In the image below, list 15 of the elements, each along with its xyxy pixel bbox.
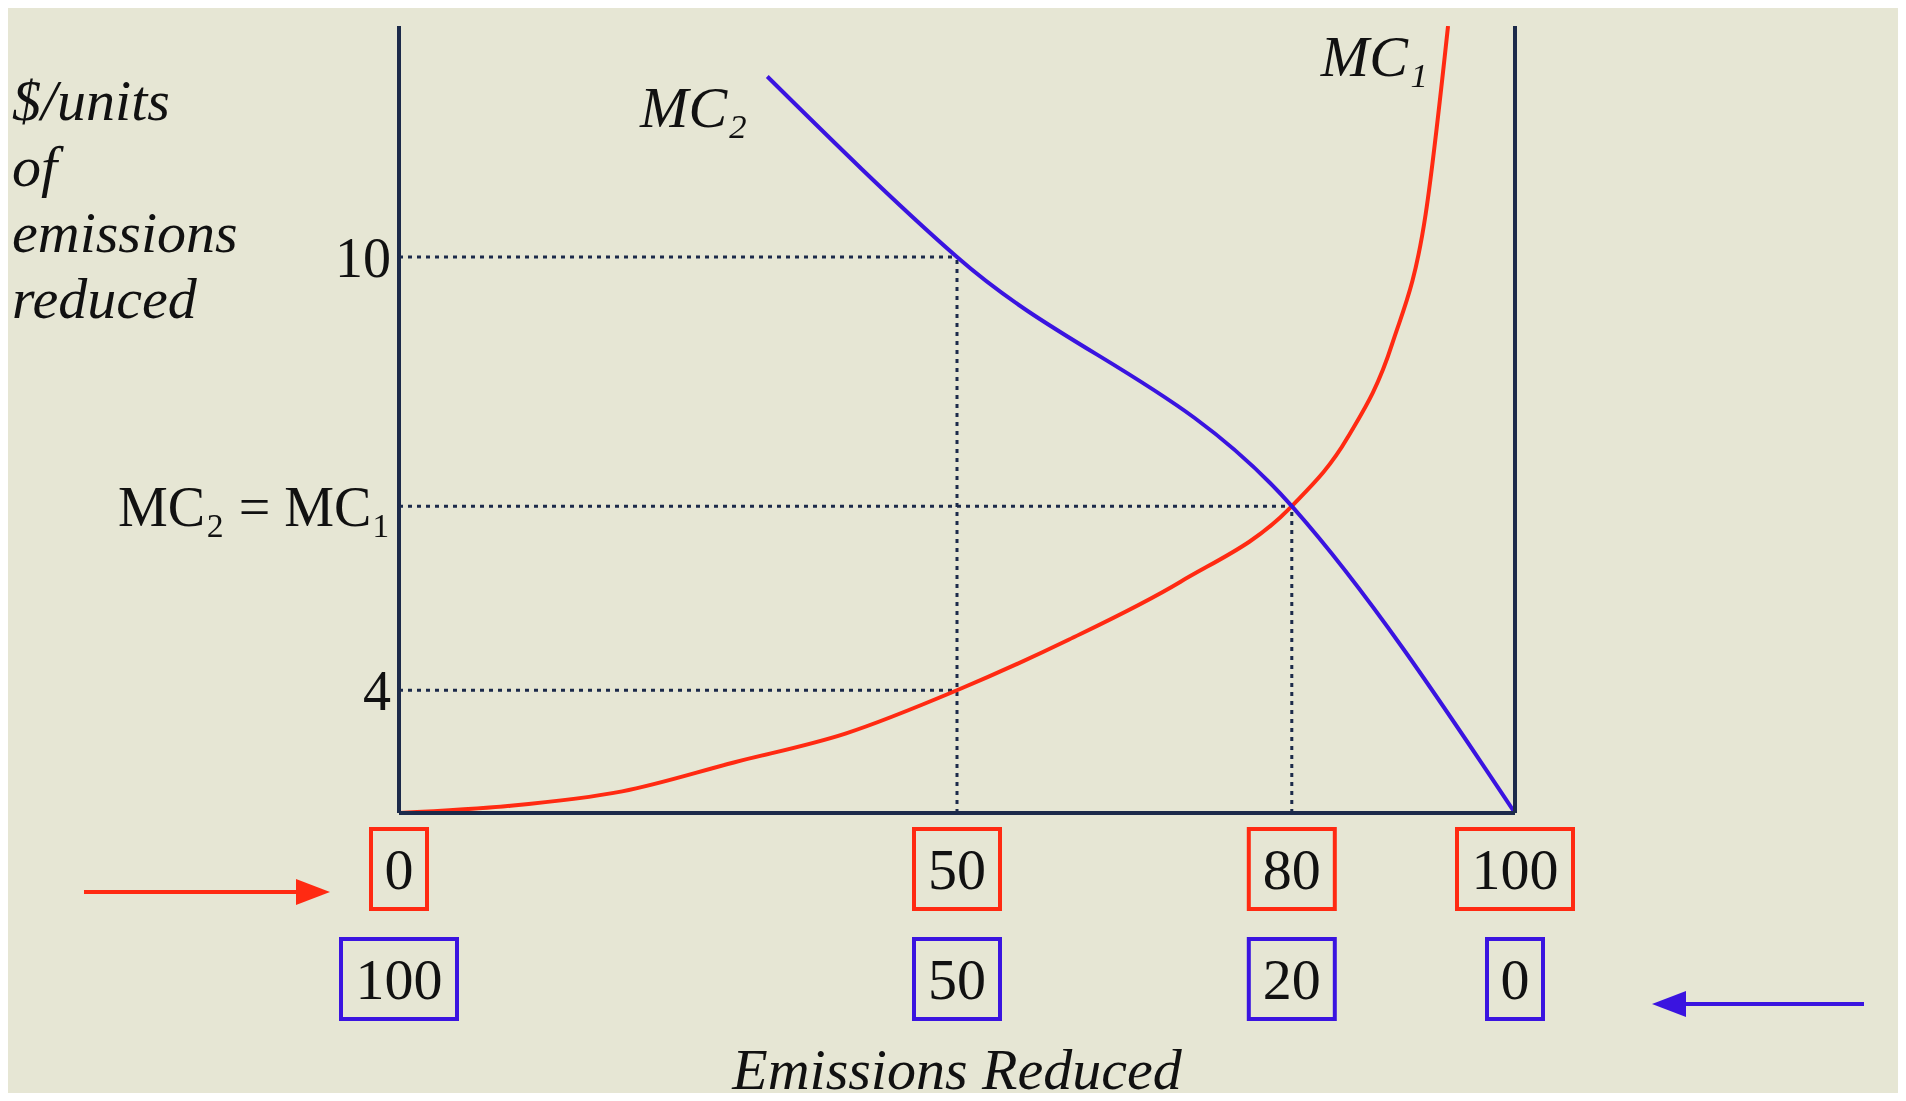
y-tick-label: 10 bbox=[335, 226, 391, 289]
x-axis-title: Emissions Reduced bbox=[731, 1037, 1183, 1101]
y-tick-label: 4 bbox=[363, 660, 391, 723]
x-tick-label: 0 bbox=[384, 837, 414, 902]
x2-tick-label: 100 bbox=[355, 947, 443, 1012]
y-axis-title: $/units of emissions reduced bbox=[12, 68, 238, 332]
y-tick-label: MC₂ = MC₁ bbox=[118, 476, 391, 539]
x-tick-label: 50 bbox=[928, 837, 986, 902]
x2-tick-label: 20 bbox=[1262, 947, 1321, 1012]
x-tick-label: 100 bbox=[1471, 837, 1559, 902]
series-label: MC₂ bbox=[639, 74, 748, 140]
x2-tick-label: 0 bbox=[1500, 947, 1530, 1012]
series-label: MC₁ bbox=[1319, 24, 1429, 89]
x-tick-label: 80 bbox=[1262, 837, 1321, 902]
x2-tick-label: 50 bbox=[928, 947, 986, 1012]
